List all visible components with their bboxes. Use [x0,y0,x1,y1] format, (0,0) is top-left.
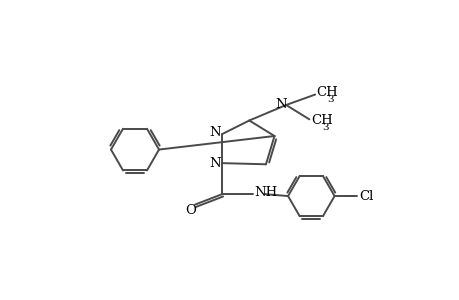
Text: N: N [274,98,286,112]
Text: Cl: Cl [358,190,373,202]
Text: N: N [209,157,220,169]
Text: 3: 3 [327,95,334,104]
Text: CH: CH [316,86,338,100]
Text: N: N [209,126,220,139]
Text: 3: 3 [321,123,328,132]
Text: O: O [185,203,196,217]
Text: NH: NH [254,186,277,199]
Text: CH: CH [310,114,332,128]
